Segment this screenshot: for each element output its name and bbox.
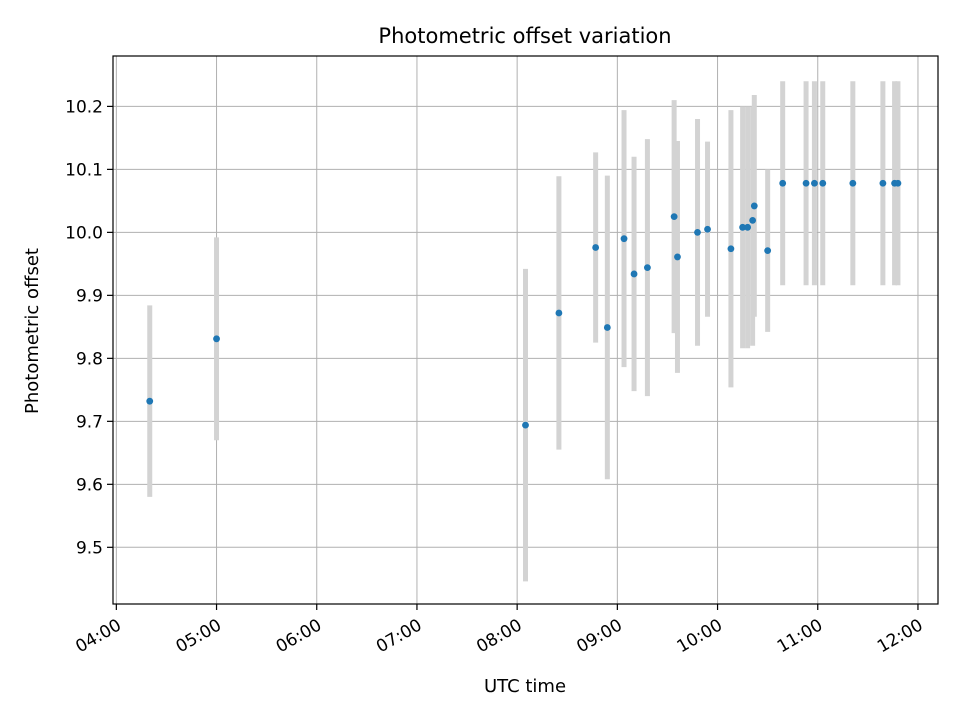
y-tick-label: 9.5: [76, 538, 103, 558]
y-axis-label: Photometric offset: [22, 248, 43, 414]
data-point: [704, 225, 711, 233]
data-point: [522, 421, 529, 429]
y-tick-label: 10.2: [65, 97, 103, 117]
data-point: [555, 309, 563, 317]
data-point: [644, 264, 651, 272]
y-axis-ticks: 9.5 9.6 9.7 9.8 9.9 10.0 10.1 10.2: [65, 97, 113, 558]
data-point: [749, 217, 757, 224]
data-point: [779, 179, 787, 187]
data-point: [213, 335, 220, 343]
data-point: [894, 179, 902, 187]
data-point: [620, 235, 628, 243]
plot-frame: [112, 55, 939, 605]
y-tick-label: 9.6: [76, 475, 103, 495]
data-point: [764, 247, 772, 255]
y-tick-label: 9.9: [76, 286, 103, 306]
data-point: [146, 397, 154, 405]
data-point: [630, 270, 638, 278]
data-point: [802, 179, 810, 187]
data-point: [811, 179, 818, 187]
data-point: [670, 213, 678, 221]
data-point: [727, 245, 735, 253]
data-point: [674, 253, 681, 261]
data-point: [879, 179, 887, 187]
data-point: [819, 179, 827, 187]
data-points: [146, 179, 902, 429]
y-tick-label: 10.1: [65, 160, 103, 180]
data-point: [849, 179, 857, 187]
data-point: [744, 223, 752, 231]
y-tick-label: 9.8: [76, 349, 103, 369]
data-point: [750, 202, 758, 210]
y-tick-label: 10.0: [65, 223, 103, 243]
chart-title: Photometric offset variation: [378, 24, 671, 48]
x-axis-label: UTC time: [484, 676, 566, 697]
data-point: [603, 324, 611, 331]
data-point: [592, 244, 600, 251]
data-point: [739, 223, 747, 231]
data-point: [694, 228, 701, 236]
y-tick-label: 9.7: [76, 412, 103, 432]
